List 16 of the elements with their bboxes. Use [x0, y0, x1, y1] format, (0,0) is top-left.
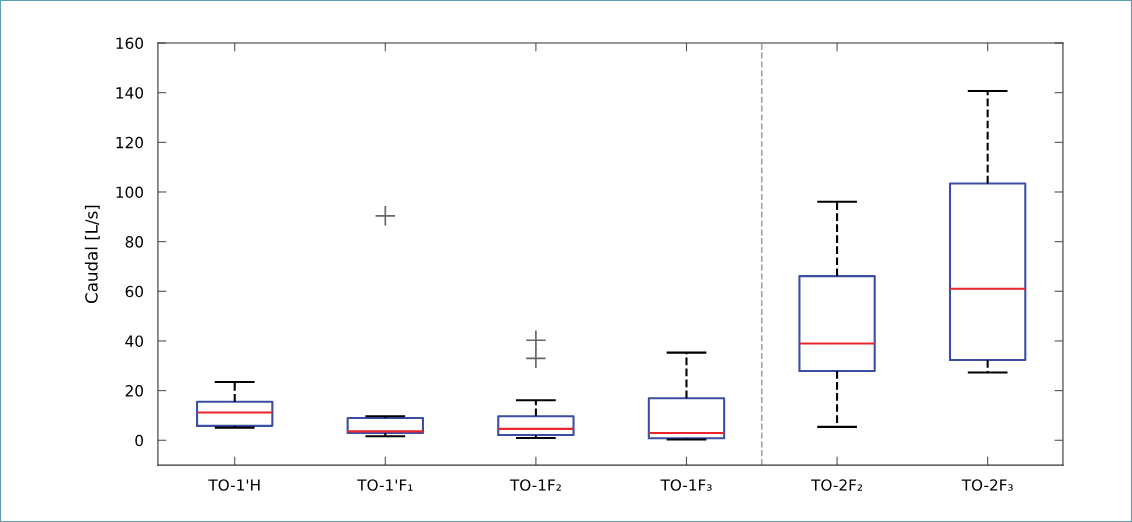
x-tick-label: TO-1F₂	[509, 479, 561, 491]
x-tick-label: TO-1'H	[208, 479, 260, 491]
x-tick-label: TO-2F₃	[961, 479, 1013, 491]
x-tick-label: TO-1F₃	[660, 479, 712, 491]
x-tick-label: TO-2F₂	[811, 479, 863, 491]
y-tick-label: 160	[116, 37, 144, 50]
y-axis-title: Caudal [L/s]	[84, 205, 100, 303]
y-tick-label: 140	[116, 87, 144, 99]
y-tick-label: 80	[125, 236, 144, 248]
y-tick-label: 20	[125, 385, 144, 397]
y-tick-label: 60	[125, 285, 144, 298]
y-tick-label: 120	[116, 136, 144, 149]
x-tick-label: TO-1'F₁	[357, 479, 413, 491]
y-tick-label: 40	[125, 335, 144, 347]
y-tick-label: 100	[116, 186, 144, 199]
y-tick-label: 0	[135, 434, 144, 447]
